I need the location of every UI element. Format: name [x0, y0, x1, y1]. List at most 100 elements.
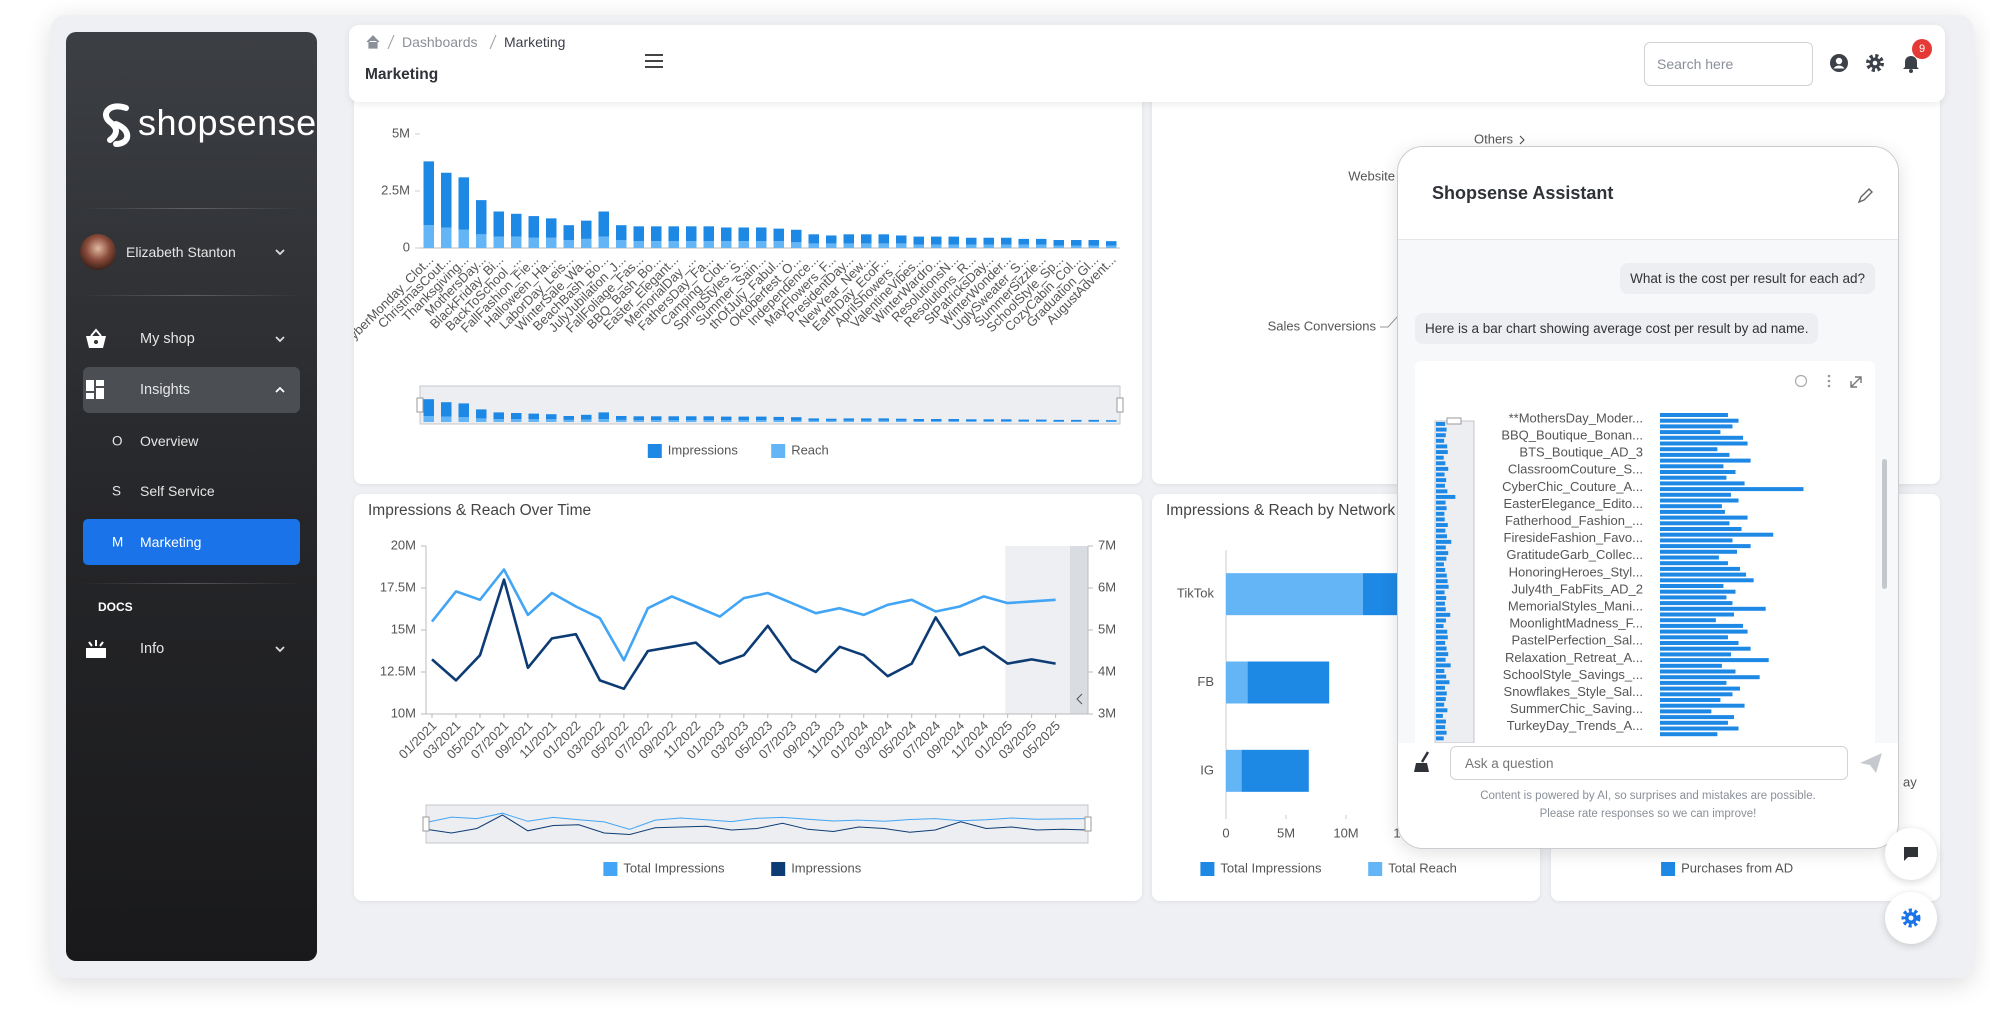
chat-icon[interactable] — [1901, 844, 1921, 864]
mini-bar — [1436, 624, 1444, 629]
mini-bar — [703, 416, 714, 421]
y2-tick-label: 3M — [1098, 705, 1116, 720]
clear-button[interactable] — [1412, 750, 1436, 774]
mini-bar — [598, 412, 609, 419]
mini-bar — [808, 420, 819, 422]
y-tick-label: 10M — [391, 705, 416, 720]
chevron-up[interactable] — [274, 384, 286, 396]
chat-button[interactable] — [1885, 828, 1937, 880]
send-button[interactable] — [1858, 751, 1884, 775]
series-line — [431, 578, 1056, 691]
menu-button[interactable] — [644, 53, 664, 69]
bar — [1660, 515, 1748, 520]
mini-bar — [983, 421, 994, 422]
mini-bar — [633, 420, 644, 422]
bar-segment — [511, 213, 522, 237]
mini-bar — [913, 419, 924, 422]
new-chat-button[interactable] — [1856, 185, 1876, 205]
y-tick-label: FiresideFashion_Favo... — [1504, 530, 1643, 545]
mini-bar — [546, 414, 557, 420]
question-input[interactable]: Ask a question — [1450, 746, 1848, 780]
breadcrumb-link[interactable]: Dashboards — [402, 34, 478, 50]
nav-overview[interactable]: Overview — [140, 433, 199, 449]
mini-bar — [913, 421, 924, 422]
bar-segment — [1088, 240, 1099, 246]
chevron-down[interactable] — [274, 246, 286, 258]
bar — [1660, 686, 1741, 691]
scrollbar[interactable] — [1882, 459, 1887, 589]
nav-selected-bg[interactable] — [83, 519, 300, 565]
mini-bar — [1436, 438, 1445, 443]
bar-segment — [703, 226, 714, 242]
bar-segment — [1001, 244, 1012, 248]
mini-bar — [826, 420, 837, 422]
bar — [1660, 566, 1741, 571]
settings-button[interactable] — [1885, 892, 1937, 944]
mini-bar — [896, 418, 907, 421]
bar-segment — [598, 211, 609, 237]
bar-segment — [1071, 240, 1082, 246]
mini-bar — [651, 420, 662, 422]
nav-insights[interactable]: Insights — [140, 382, 190, 398]
bar-segment — [1053, 245, 1064, 248]
legend-swatch — [771, 862, 786, 876]
bar — [1660, 527, 1742, 531]
mini-bar — [721, 420, 732, 422]
mini-bar — [791, 417, 802, 421]
legend-swatch — [1200, 862, 1215, 876]
bar-segment — [511, 236, 522, 248]
mini-bar — [703, 420, 714, 422]
bar-segment — [1071, 245, 1082, 248]
purchases-chart: Purchases from AD ay — [1661, 774, 1917, 876]
mini-bar — [1436, 629, 1448, 634]
bar-segment — [528, 237, 539, 248]
search-placeholder[interactable]: Search here — [1657, 56, 1734, 72]
bar-segment — [721, 241, 732, 248]
legend-label: Total Reach — [1388, 860, 1457, 875]
nav-info[interactable]: Info — [140, 641, 165, 657]
mini-bar — [966, 421, 977, 422]
mini-bar — [546, 419, 557, 422]
settings-icon[interactable] — [1900, 907, 1922, 929]
chevron-down[interactable] — [274, 643, 286, 655]
chevron-down[interactable] — [274, 333, 286, 345]
search-box[interactable]: Search here — [1644, 42, 1813, 86]
logo-icon — [103, 103, 131, 147]
mini-bar — [668, 416, 679, 421]
mini-bar — [1436, 685, 1445, 690]
bar-segment — [983, 237, 994, 245]
mini-bar — [616, 416, 627, 420]
x-tick-label: 10M — [1333, 825, 1358, 840]
mini-bar — [861, 418, 872, 421]
notification-badge[interactable]: 9 — [1912, 39, 1932, 59]
zoom-slider — [419, 385, 1121, 425]
time-panel: Impressions & Reach Over Time 10M 12.5M 15… — [354, 494, 1142, 901]
bar — [1660, 475, 1727, 480]
nav-marketing[interactable]: Marketing — [140, 534, 202, 550]
bar-segment — [1036, 244, 1047, 248]
notifications-icon[interactable] — [1901, 53, 1921, 73]
bar-segment — [966, 244, 977, 248]
bar-segment — [581, 238, 592, 248]
input-placeholder[interactable]: Ask a question — [1465, 756, 1554, 771]
bar — [1660, 509, 1725, 514]
home-icon[interactable] — [366, 35, 380, 49]
user-name[interactable]: Elizabeth Stanton — [126, 244, 236, 260]
chart-toolbar[interactable] — [1795, 373, 1865, 391]
y2-tick-label: 7M — [1098, 537, 1116, 552]
settings-icon[interactable] — [1865, 53, 1885, 73]
bar-segment — [756, 241, 767, 248]
nav-my-shop[interactable]: My shop — [140, 331, 195, 347]
account-icon[interactable] — [1829, 53, 1849, 73]
nav-active-bg[interactable] — [83, 367, 300, 413]
mini-bar — [511, 419, 522, 422]
mini-bar — [686, 420, 697, 422]
mini-bar — [528, 419, 539, 422]
mini-bar — [616, 419, 627, 422]
nav-self-service[interactable]: Self Service — [140, 483, 215, 499]
y-tick-label: HonoringHeroes_Styl... — [1509, 564, 1643, 579]
avatar[interactable] — [80, 234, 116, 270]
bar-segment — [843, 243, 854, 248]
mini-bar — [1436, 680, 1450, 685]
mini-bar — [1436, 472, 1445, 477]
